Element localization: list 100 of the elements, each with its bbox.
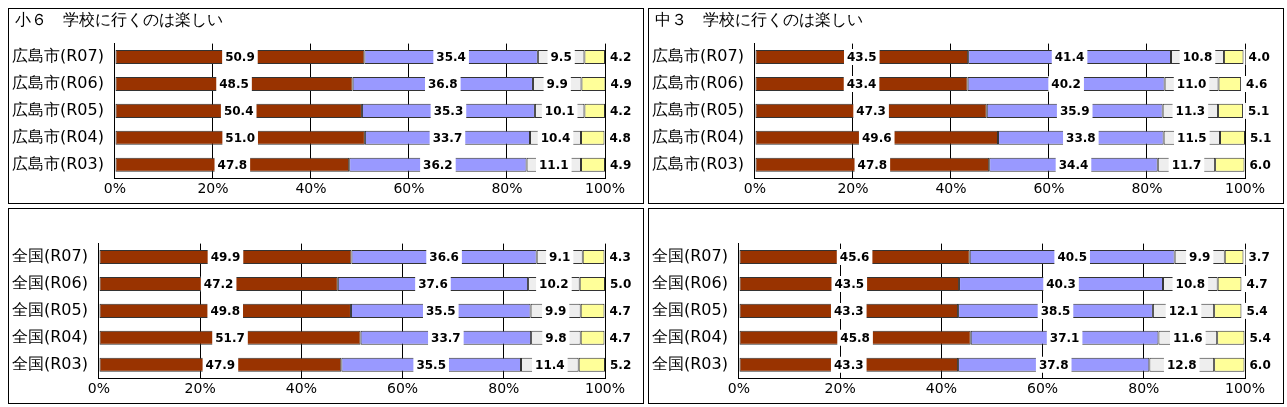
data-label: 33.8	[1066, 130, 1096, 145]
data-label: 12.8	[1166, 357, 1197, 372]
x-tick-label: 40%	[295, 180, 327, 197]
data-label: 4.6	[1246, 77, 1268, 92]
data-label: 11.4	[535, 357, 565, 372]
data-label: 4.3	[609, 250, 631, 265]
data-label: 10.4	[540, 130, 571, 145]
data-label: 9.1	[549, 250, 571, 265]
y-tick-label: 全国(R03)	[651, 353, 728, 373]
x-tick-label: 20%	[837, 180, 869, 197]
x-tick-label: 20%	[184, 380, 216, 397]
data-label: 51.0	[225, 130, 255, 145]
data-label: 33.7	[431, 330, 461, 345]
x-tick-label: 60%	[1033, 180, 1065, 197]
x-tick-label: 80%	[1128, 380, 1160, 397]
y-tick-label: 広島市(R03)	[651, 153, 744, 173]
data-label: 36.2	[423, 157, 453, 172]
data-label: 47.3	[856, 104, 886, 119]
x-tick-label: 40%	[935, 180, 967, 197]
data-label: 10.8	[1182, 50, 1213, 65]
x-tick-label: 40%	[285, 380, 317, 397]
y-tick-label: 広島市(R04)	[651, 126, 744, 146]
data-label: 33.7	[432, 130, 463, 145]
data-label: 9.8	[545, 330, 567, 345]
y-tick-label: 広島市(R05)	[651, 100, 744, 120]
chart-title: 中３ 学校に行くのは楽しい	[654, 9, 864, 31]
data-label: 37.1	[1049, 330, 1080, 345]
data-label: 5.2	[610, 357, 632, 372]
data-label: 6.0	[1249, 357, 1271, 372]
x-tick-label: 20%	[197, 180, 229, 197]
data-label: 40.2	[1051, 77, 1081, 92]
data-label: 47.2	[203, 277, 234, 292]
y-tick-label: 全国(R03)	[11, 353, 88, 373]
data-label: 5.1	[1248, 104, 1270, 119]
x-tick-label: 60%	[393, 180, 425, 197]
y-tick-label: 全国(R06)	[651, 273, 728, 293]
x-tick-label: 0%	[743, 180, 767, 197]
y-tick-label: 広島市(R04)	[11, 126, 104, 146]
data-label: 11.3	[1175, 104, 1206, 119]
data-label: 4.9	[610, 157, 632, 172]
data-label: 4.0	[1248, 50, 1270, 65]
data-label: 3.7	[1248, 250, 1270, 265]
data-label: 4.7	[1246, 277, 1268, 292]
data-label: 4.9	[610, 77, 632, 92]
data-label: 5.4	[1246, 304, 1268, 319]
data-label: 38.5	[1040, 304, 1071, 319]
data-label: 49.6	[861, 130, 892, 145]
data-label: 43.5	[834, 277, 865, 292]
y-tick-label: 全国(R06)	[11, 273, 88, 293]
x-tick-label: 60%	[387, 380, 419, 397]
data-label: 45.6	[839, 250, 870, 265]
data-label: 11.0	[1176, 77, 1207, 92]
y-tick-label: 全国(R04)	[11, 326, 88, 346]
data-label: 50.9	[225, 50, 255, 65]
data-label: 49.9	[210, 250, 241, 265]
x-tick-label: 100%	[584, 380, 626, 397]
y-tick-label: 全国(R07)	[651, 246, 728, 266]
data-label: 4.7	[609, 330, 631, 345]
data-label: 35.4	[436, 50, 466, 65]
data-label: 35.5	[425, 304, 456, 319]
data-label: 35.5	[416, 357, 446, 372]
data-label: 43.4	[846, 77, 877, 92]
data-label: 10.1	[544, 104, 575, 119]
x-tick-label: 100%	[1224, 380, 1266, 397]
data-label: 35.3	[433, 104, 464, 119]
data-label: 35.9	[1059, 104, 1090, 119]
x-tick-label: 40%	[925, 380, 957, 397]
x-tick-label: 20%	[824, 380, 856, 397]
data-label: 34.4	[1058, 157, 1089, 172]
x-tick-label: 100%	[584, 180, 626, 197]
data-label: 10.2	[539, 277, 569, 292]
y-tick-label: 広島市(R03)	[11, 153, 104, 173]
data-label: 9.9	[1189, 250, 1211, 265]
data-label: 10.8	[1175, 277, 1206, 292]
y-tick-label: 全国(R05)	[651, 300, 728, 320]
data-label: 4.2	[610, 104, 632, 119]
y-tick-label: 広島市(R07)	[11, 46, 104, 66]
data-label: 5.4	[1249, 330, 1271, 345]
y-tick-label: 広島市(R05)	[11, 100, 104, 120]
data-label: 11.7	[1171, 157, 1202, 172]
data-label: 43.5	[846, 50, 877, 65]
x-tick-label: 100%	[1224, 180, 1266, 197]
data-label: 9.9	[546, 77, 568, 92]
data-label: 45.8	[840, 330, 870, 345]
data-label: 49.8	[210, 304, 241, 319]
x-tick-label: 80%	[491, 180, 523, 197]
y-tick-label: 広島市(R07)	[651, 46, 744, 66]
data-label: 43.3	[833, 304, 864, 319]
data-label: 11.6	[1173, 330, 1203, 345]
y-tick-label: 全国(R05)	[11, 300, 88, 320]
data-label: 47.8	[217, 157, 248, 172]
data-label: 37.8	[1038, 357, 1069, 372]
x-tick-label: 60%	[1027, 380, 1059, 397]
data-label: 51.7	[215, 330, 245, 345]
data-label: 9.9	[545, 304, 567, 319]
x-tick-label: 80%	[1131, 180, 1163, 197]
y-tick-label: 広島市(R06)	[11, 73, 104, 93]
data-label: 40.5	[1057, 250, 1087, 265]
data-label: 9.5	[550, 50, 572, 65]
data-label: 41.4	[1054, 50, 1085, 65]
